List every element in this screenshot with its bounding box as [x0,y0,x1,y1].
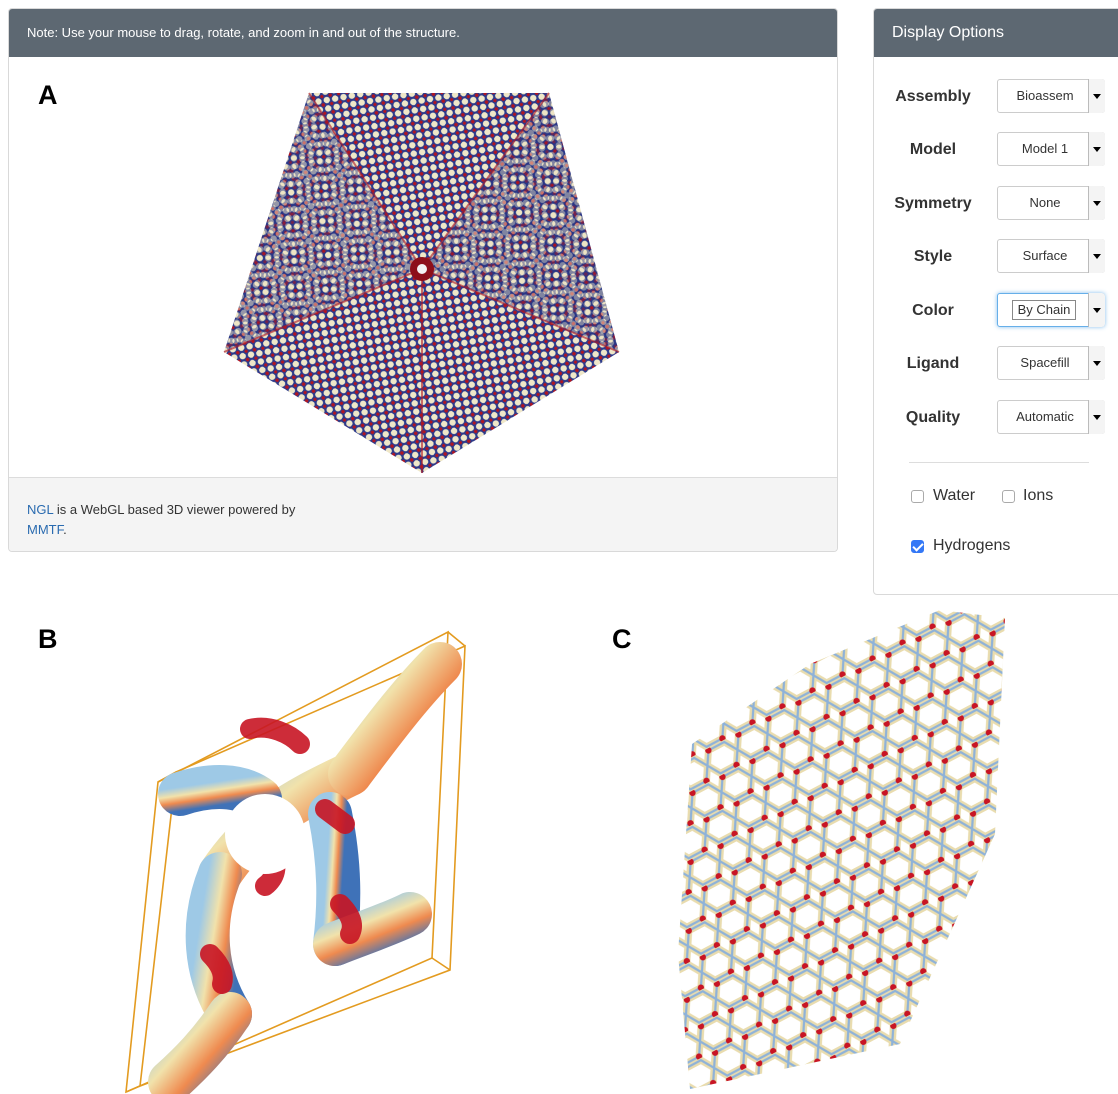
footer-text: is a WebGL based 3D viewer powered by [53,502,296,517]
lattice-shape [678,610,1005,1089]
quality-value: Automatic [1016,409,1074,424]
model-value: Model 1 [1021,141,1069,156]
ions-label: Ions [1023,487,1054,504]
symmetry-value: None [1029,195,1061,210]
model-select[interactable]: Model 1 [997,132,1105,166]
hydrogens-checkbox[interactable] [911,540,924,553]
ligand-select[interactable]: Spacefill [997,346,1105,380]
assembly-value: Bioassem [1016,88,1074,103]
display-options-title: Display Options [874,9,1118,57]
model-dropdown-icon[interactable] [1088,132,1105,166]
protein-framework [148,642,462,1094]
ligand-label: Ligand [906,355,960,372]
water-checkbox[interactable] [911,490,924,503]
symmetry-select[interactable]: None [997,186,1105,220]
footer-period: . [63,522,67,537]
style-select[interactable]: Surface [997,239,1105,273]
model-option: Model Model 1 [874,132,1118,168]
structure-viewer-panel: Note: Use your mouse to drag, rotate, an… [8,8,838,552]
quality-select[interactable]: Automatic [997,400,1105,434]
mmtf-link[interactable]: MMTF [27,522,64,537]
model-label: Model [909,141,957,158]
assembly-dropdown-icon[interactable] [1088,79,1105,113]
figure-label-b: B [38,624,58,654]
style-label: Style [913,248,953,265]
ngl-link[interactable]: NGL [27,502,54,517]
diamond-lattice-render [678,610,1005,1089]
ligand-dropdown-icon[interactable] [1088,346,1105,380]
quality-option: Quality Automatic [874,400,1118,436]
symmetry-label: Symmetry [894,195,972,212]
style-dropdown-icon[interactable] [1088,239,1105,273]
viewer-footer: NGL is a WebGL based 3D viewer powered b… [9,477,837,551]
symmetry-dropdown-icon[interactable] [1088,186,1105,220]
assembly-option: Assembly Bioassem [874,79,1118,115]
color-select[interactable]: By Chain [997,293,1105,327]
assembly-select[interactable]: Bioassem [997,79,1105,113]
options-divider [909,462,1089,463]
unit-cell-box [125,630,466,1094]
color-value: By Chain [1012,300,1076,320]
quality-dropdown-icon[interactable] [1088,400,1105,434]
assembly-label: Assembly [895,88,971,105]
water-label: Water [933,487,976,504]
figure-label-c: C [612,624,632,654]
style-value: Surface [1022,248,1068,263]
quality-label: Quality [905,409,961,426]
ligand-option: Ligand Spacefill [874,346,1118,382]
viewer-canvas[interactable] [9,57,837,477]
display-options-panel: Display Options Assembly Bioassem Model … [873,8,1118,595]
crystal-lattice-surface-render [125,630,466,1094]
color-option: Color By Chain [874,293,1118,329]
viewer-note: Note: Use your mouse to drag, rotate, an… [9,9,837,57]
style-option: Style Surface [874,239,1118,275]
figure-label-a: A [38,80,58,110]
symmetry-option: Symmetry None [874,186,1118,222]
color-label: Color [912,302,954,319]
ions-checkbox[interactable] [1002,490,1015,503]
color-dropdown-icon[interactable] [1088,293,1105,327]
ligand-value: Spacefill [1020,355,1070,370]
hydrogens-label: Hydrogens [933,537,1011,554]
capsid-structure-render[interactable] [9,57,837,477]
